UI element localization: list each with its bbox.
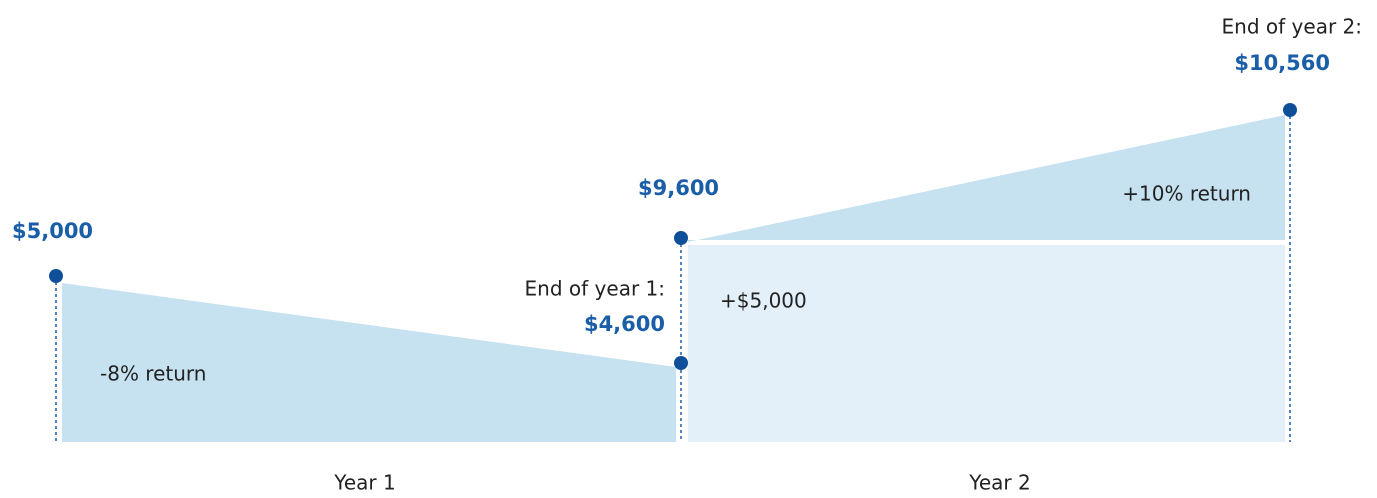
point	[49, 269, 63, 283]
year2-end-label: End of year 2:	[1222, 15, 1362, 39]
year2-return: +10% return	[1122, 182, 1251, 206]
start-amount: $5,000	[12, 219, 93, 243]
point	[674, 231, 688, 245]
year1-label: Year 1	[333, 471, 395, 495]
year1-end-label: End of year 1:	[525, 277, 665, 301]
point	[674, 356, 688, 370]
year1-area	[62, 283, 676, 442]
point	[1283, 103, 1297, 117]
year2-start-amount: $9,600	[638, 176, 719, 200]
contribution: +$5,000	[720, 289, 807, 313]
year1-return: -8% return	[100, 362, 206, 386]
year1-end-amount: $4,600	[584, 312, 665, 336]
year2-end-amount: $10,560	[1234, 51, 1330, 75]
year2-return-area	[688, 115, 1285, 242]
year2-label: Year 2	[968, 471, 1030, 495]
contribution-area	[688, 245, 1285, 442]
